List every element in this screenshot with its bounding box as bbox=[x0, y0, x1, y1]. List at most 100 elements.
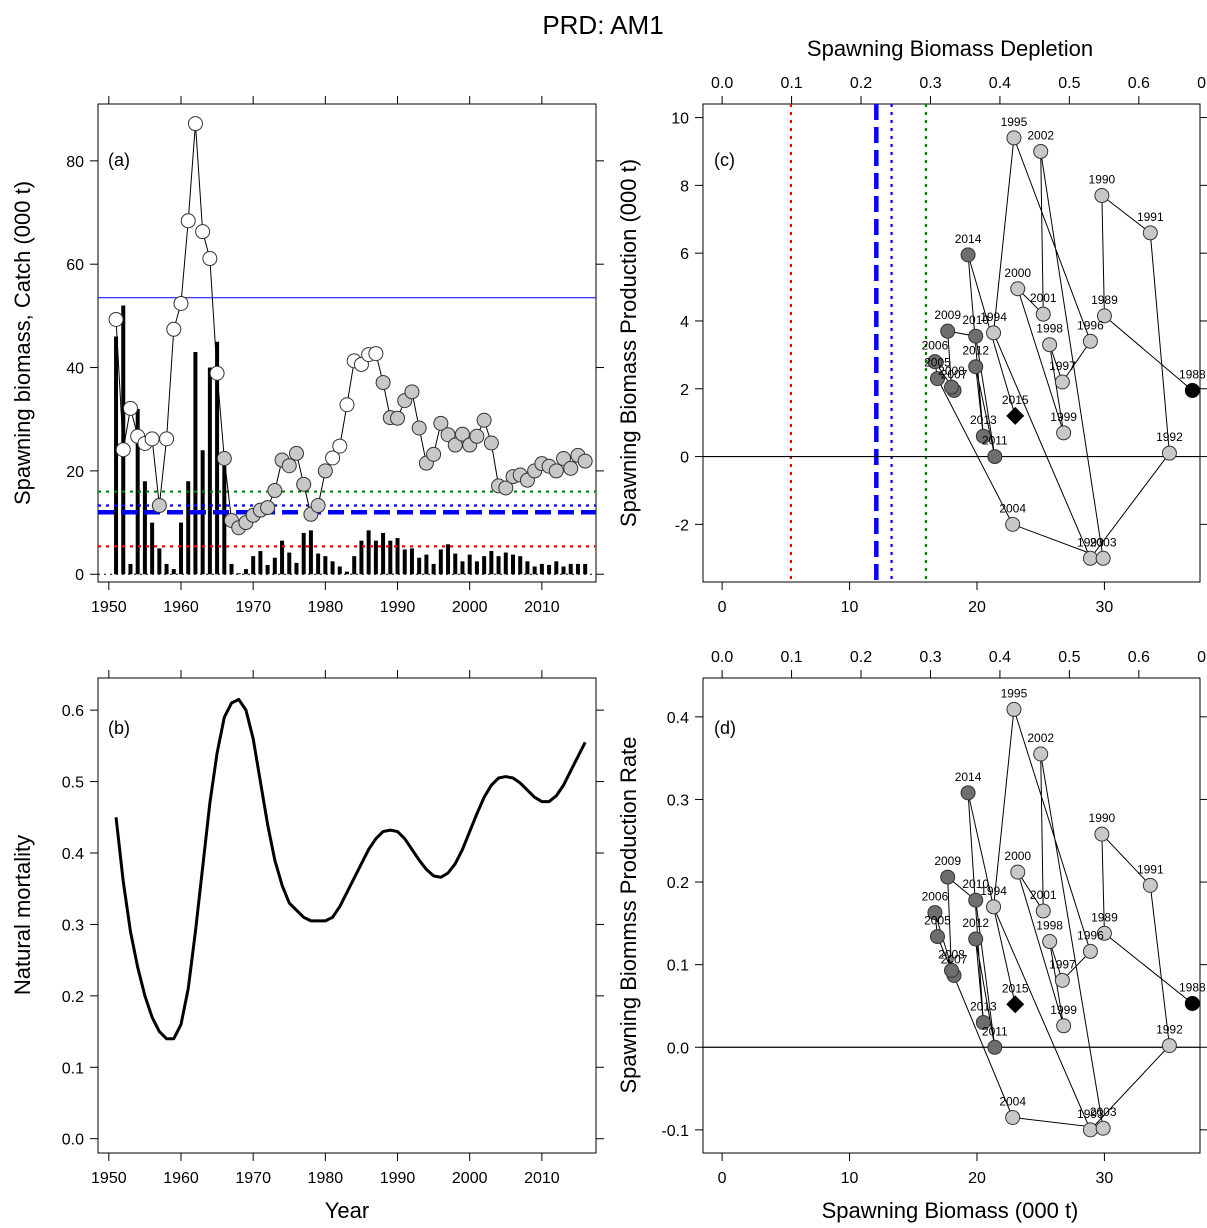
point-end bbox=[1006, 406, 1025, 425]
year-label: 2015 bbox=[1002, 981, 1029, 995]
trajectory-point bbox=[1142, 877, 1158, 893]
panel-c-axes: 0 10 20 30 0.0 0.1 0.2 0.3 0.4 0.5 0.6 0.7 -2 0 2 4 6 8 10 bbox=[671, 75, 1207, 616]
year-label: 1998 bbox=[1036, 322, 1063, 336]
trajectory-point bbox=[975, 1014, 991, 1030]
year-label: 2004 bbox=[999, 1094, 1026, 1108]
panel-c-top-xlabel: Spawning Biomass Depletion bbox=[807, 36, 1093, 61]
year-label: 2011 bbox=[982, 434, 1008, 448]
spawning-biomass-point bbox=[260, 500, 276, 516]
year-label: 1995 bbox=[1001, 686, 1028, 700]
panel-d-label: (d) bbox=[714, 718, 736, 738]
depletion-tick-label: 0.6 bbox=[1128, 75, 1150, 92]
trajectory-point bbox=[1033, 746, 1049, 762]
panel-c-label: (c) bbox=[714, 150, 735, 170]
x-tick-label: 10 bbox=[841, 599, 859, 616]
panel-a-frame bbox=[97, 103, 597, 583]
year-label: 1988 bbox=[1179, 980, 1206, 994]
x-tick-label: 1980 bbox=[308, 1170, 344, 1187]
spawning-biomass-point bbox=[209, 365, 225, 381]
panel-b-plot bbox=[114, 697, 587, 1041]
trajectory-point bbox=[944, 379, 959, 395]
trajectory-point bbox=[927, 354, 943, 370]
spawning-biomass-point bbox=[166, 321, 182, 337]
trajectory-point bbox=[986, 899, 1002, 915]
trajectory-point bbox=[968, 359, 984, 375]
trajectory-point bbox=[1006, 130, 1022, 146]
spawning-biomass-point bbox=[151, 498, 167, 514]
y-tick-label: 0 bbox=[680, 450, 689, 467]
depletion-tick-label: 0.1 bbox=[780, 649, 802, 666]
year-label: 1994 bbox=[980, 310, 1007, 324]
x-tick-label: 1990 bbox=[380, 599, 416, 616]
y-tick-label: 0 bbox=[75, 567, 84, 584]
trajectory-point bbox=[1042, 934, 1058, 950]
x-tick-label: 0 bbox=[718, 599, 727, 616]
year-label: 1992 bbox=[1156, 1023, 1183, 1037]
year-label: 2014 bbox=[955, 770, 982, 784]
spawning-biomass-point bbox=[375, 375, 391, 391]
depletion-tick-label: 0.0 bbox=[711, 75, 733, 92]
spawning-biomass-point bbox=[577, 453, 593, 469]
year-label: 2002 bbox=[1027, 128, 1054, 142]
year-label: 2000 bbox=[1004, 849, 1031, 863]
y-tick-label: 0.1 bbox=[667, 958, 689, 975]
year-label: 1993 bbox=[1077, 535, 1104, 549]
y-tick-label: 0.3 bbox=[667, 792, 689, 809]
y-tick-label: 6 bbox=[680, 246, 689, 263]
spawning-biomass-point bbox=[173, 295, 189, 311]
x-tick-label: 1970 bbox=[235, 1170, 271, 1187]
trajectory-point bbox=[1094, 826, 1110, 842]
trajectory-line bbox=[934, 137, 1193, 560]
year-label: 2009 bbox=[934, 854, 961, 868]
spawning-biomass-point bbox=[411, 420, 427, 436]
year-label: 1990 bbox=[1089, 173, 1116, 187]
y-tick-label: 10 bbox=[671, 111, 689, 128]
y-tick-label: 80 bbox=[66, 154, 84, 171]
y-tick-label: 4 bbox=[680, 314, 689, 331]
year-label: 2001 bbox=[1030, 888, 1057, 902]
panel-b: 1950 1960 1970 1980 1990 2000 2010 0.0 0.1 0.2 0.3… bbox=[10, 670, 604, 1223]
year-label: 2006 bbox=[922, 339, 949, 353]
trajectory-point bbox=[1082, 333, 1098, 349]
y-tick-label: 0.5 bbox=[62, 775, 84, 792]
x-tick-label: 1950 bbox=[91, 1170, 127, 1187]
year-label: 2014 bbox=[955, 232, 982, 246]
x-tick-label: 2010 bbox=[524, 1170, 560, 1187]
panel-a-axes: 1950 1960 1970 1980 1990 2000 2010 0 20 40 60 80 bbox=[66, 96, 604, 616]
trajectory-point bbox=[1010, 281, 1026, 297]
year-label: 2012 bbox=[962, 344, 989, 358]
spawning-biomass-point bbox=[159, 431, 175, 447]
spawning-biomass-point bbox=[426, 446, 442, 462]
spawning-biomass-point bbox=[317, 463, 333, 479]
y-tick-label: 0.3 bbox=[62, 917, 84, 934]
panel-a-label: (a) bbox=[108, 150, 130, 170]
trajectory-point bbox=[987, 449, 1003, 465]
trajectory-point bbox=[1056, 425, 1072, 441]
x-tick-label: 1960 bbox=[163, 599, 199, 616]
panel-a-plot bbox=[98, 116, 596, 575]
x-tick-label: 1970 bbox=[235, 599, 271, 616]
panel-c-frame bbox=[702, 103, 1201, 583]
y-tick-label: 0.1 bbox=[62, 1060, 84, 1077]
trajectory-point bbox=[987, 1039, 1003, 1055]
trajectory-point bbox=[1094, 188, 1110, 204]
depletion-tick-label: 0.1 bbox=[780, 75, 802, 92]
spawning-biomass-point bbox=[325, 450, 341, 466]
y-tick-label: 40 bbox=[66, 361, 84, 378]
spawning-biomass-point bbox=[180, 213, 196, 229]
trajectory-point bbox=[1095, 1120, 1111, 1136]
spawning-biomass-point bbox=[454, 426, 470, 442]
trajectory-point bbox=[929, 371, 945, 387]
point-end bbox=[1006, 995, 1025, 1014]
depletion-tick-label: 0.5 bbox=[1058, 649, 1080, 666]
year-label: 1994 bbox=[980, 884, 1007, 898]
y-tick-label: 0.6 bbox=[62, 703, 84, 720]
spawning-biomass-point bbox=[202, 251, 218, 267]
spawning-biomass-point bbox=[122, 400, 138, 416]
panel-a-ylabel: Spawning biomass, Catch (000 t) bbox=[10, 181, 35, 505]
spawning-biomass-point bbox=[483, 435, 499, 451]
y-tick-label: 0.4 bbox=[667, 710, 689, 727]
year-label: 1989 bbox=[1091, 293, 1118, 307]
year-label: 2003 bbox=[1090, 1105, 1117, 1119]
